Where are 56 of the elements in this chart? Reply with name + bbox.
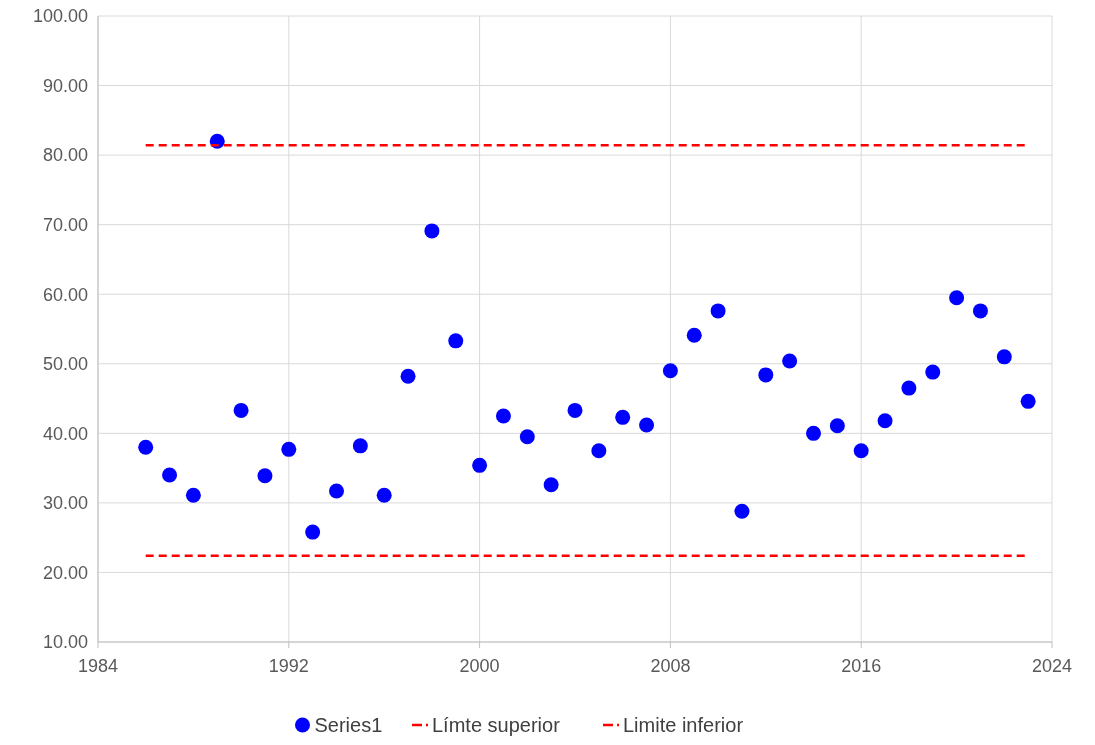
point	[972, 303, 988, 319]
y-tick-label: 60.00	[42, 284, 88, 305]
point	[1020, 393, 1036, 409]
x-tick-label: 2024	[1031, 656, 1073, 676]
y-tick-label: 80.00	[42, 145, 88, 166]
point	[710, 303, 726, 319]
x-tick-label: 1992	[268, 656, 309, 676]
point	[758, 367, 774, 383]
y-tick-label: 10.00	[42, 632, 88, 653]
point	[996, 349, 1012, 365]
x-tick-label: 2008	[650, 656, 691, 676]
point	[901, 380, 917, 396]
point	[519, 429, 535, 445]
point	[686, 327, 702, 343]
point	[281, 441, 297, 457]
point	[400, 368, 416, 384]
point	[495, 408, 511, 424]
point	[877, 413, 893, 429]
point	[853, 443, 869, 459]
point	[543, 477, 559, 493]
point	[639, 417, 655, 433]
y-tick-label: 40.00	[42, 423, 88, 444]
point	[257, 468, 273, 484]
point	[352, 438, 368, 454]
point	[591, 443, 607, 459]
point	[615, 409, 631, 425]
point	[185, 487, 201, 503]
x-tick-label: 1984	[77, 656, 119, 676]
point	[233, 402, 249, 418]
point	[162, 467, 178, 483]
point	[949, 290, 965, 306]
point	[567, 402, 583, 418]
y-tick-label: 20.00	[42, 562, 88, 583]
point	[138, 439, 154, 455]
y-tick-label: 30.00	[42, 493, 88, 514]
legend-label: Series1	[314, 714, 383, 736]
point	[448, 333, 464, 349]
point	[376, 487, 392, 503]
point	[472, 457, 488, 473]
point	[829, 418, 845, 434]
y-tick-label: 90.00	[42, 75, 88, 96]
x-tick-label: 2000	[459, 656, 500, 676]
point	[305, 524, 321, 540]
point	[806, 425, 821, 441]
point	[925, 364, 941, 380]
point	[734, 503, 750, 519]
y-tick-label: 100.00	[32, 6, 88, 27]
point	[329, 483, 344, 499]
legend-label: Límte superior	[432, 714, 561, 736]
x-tick-label: 2016	[841, 656, 882, 676]
y-tick-label: 50.00	[42, 354, 88, 375]
point	[662, 363, 678, 379]
y-tick-label: 70.00	[42, 214, 88, 235]
legend-label: Limite inferior	[623, 714, 744, 736]
point	[424, 223, 440, 239]
point	[782, 353, 798, 369]
